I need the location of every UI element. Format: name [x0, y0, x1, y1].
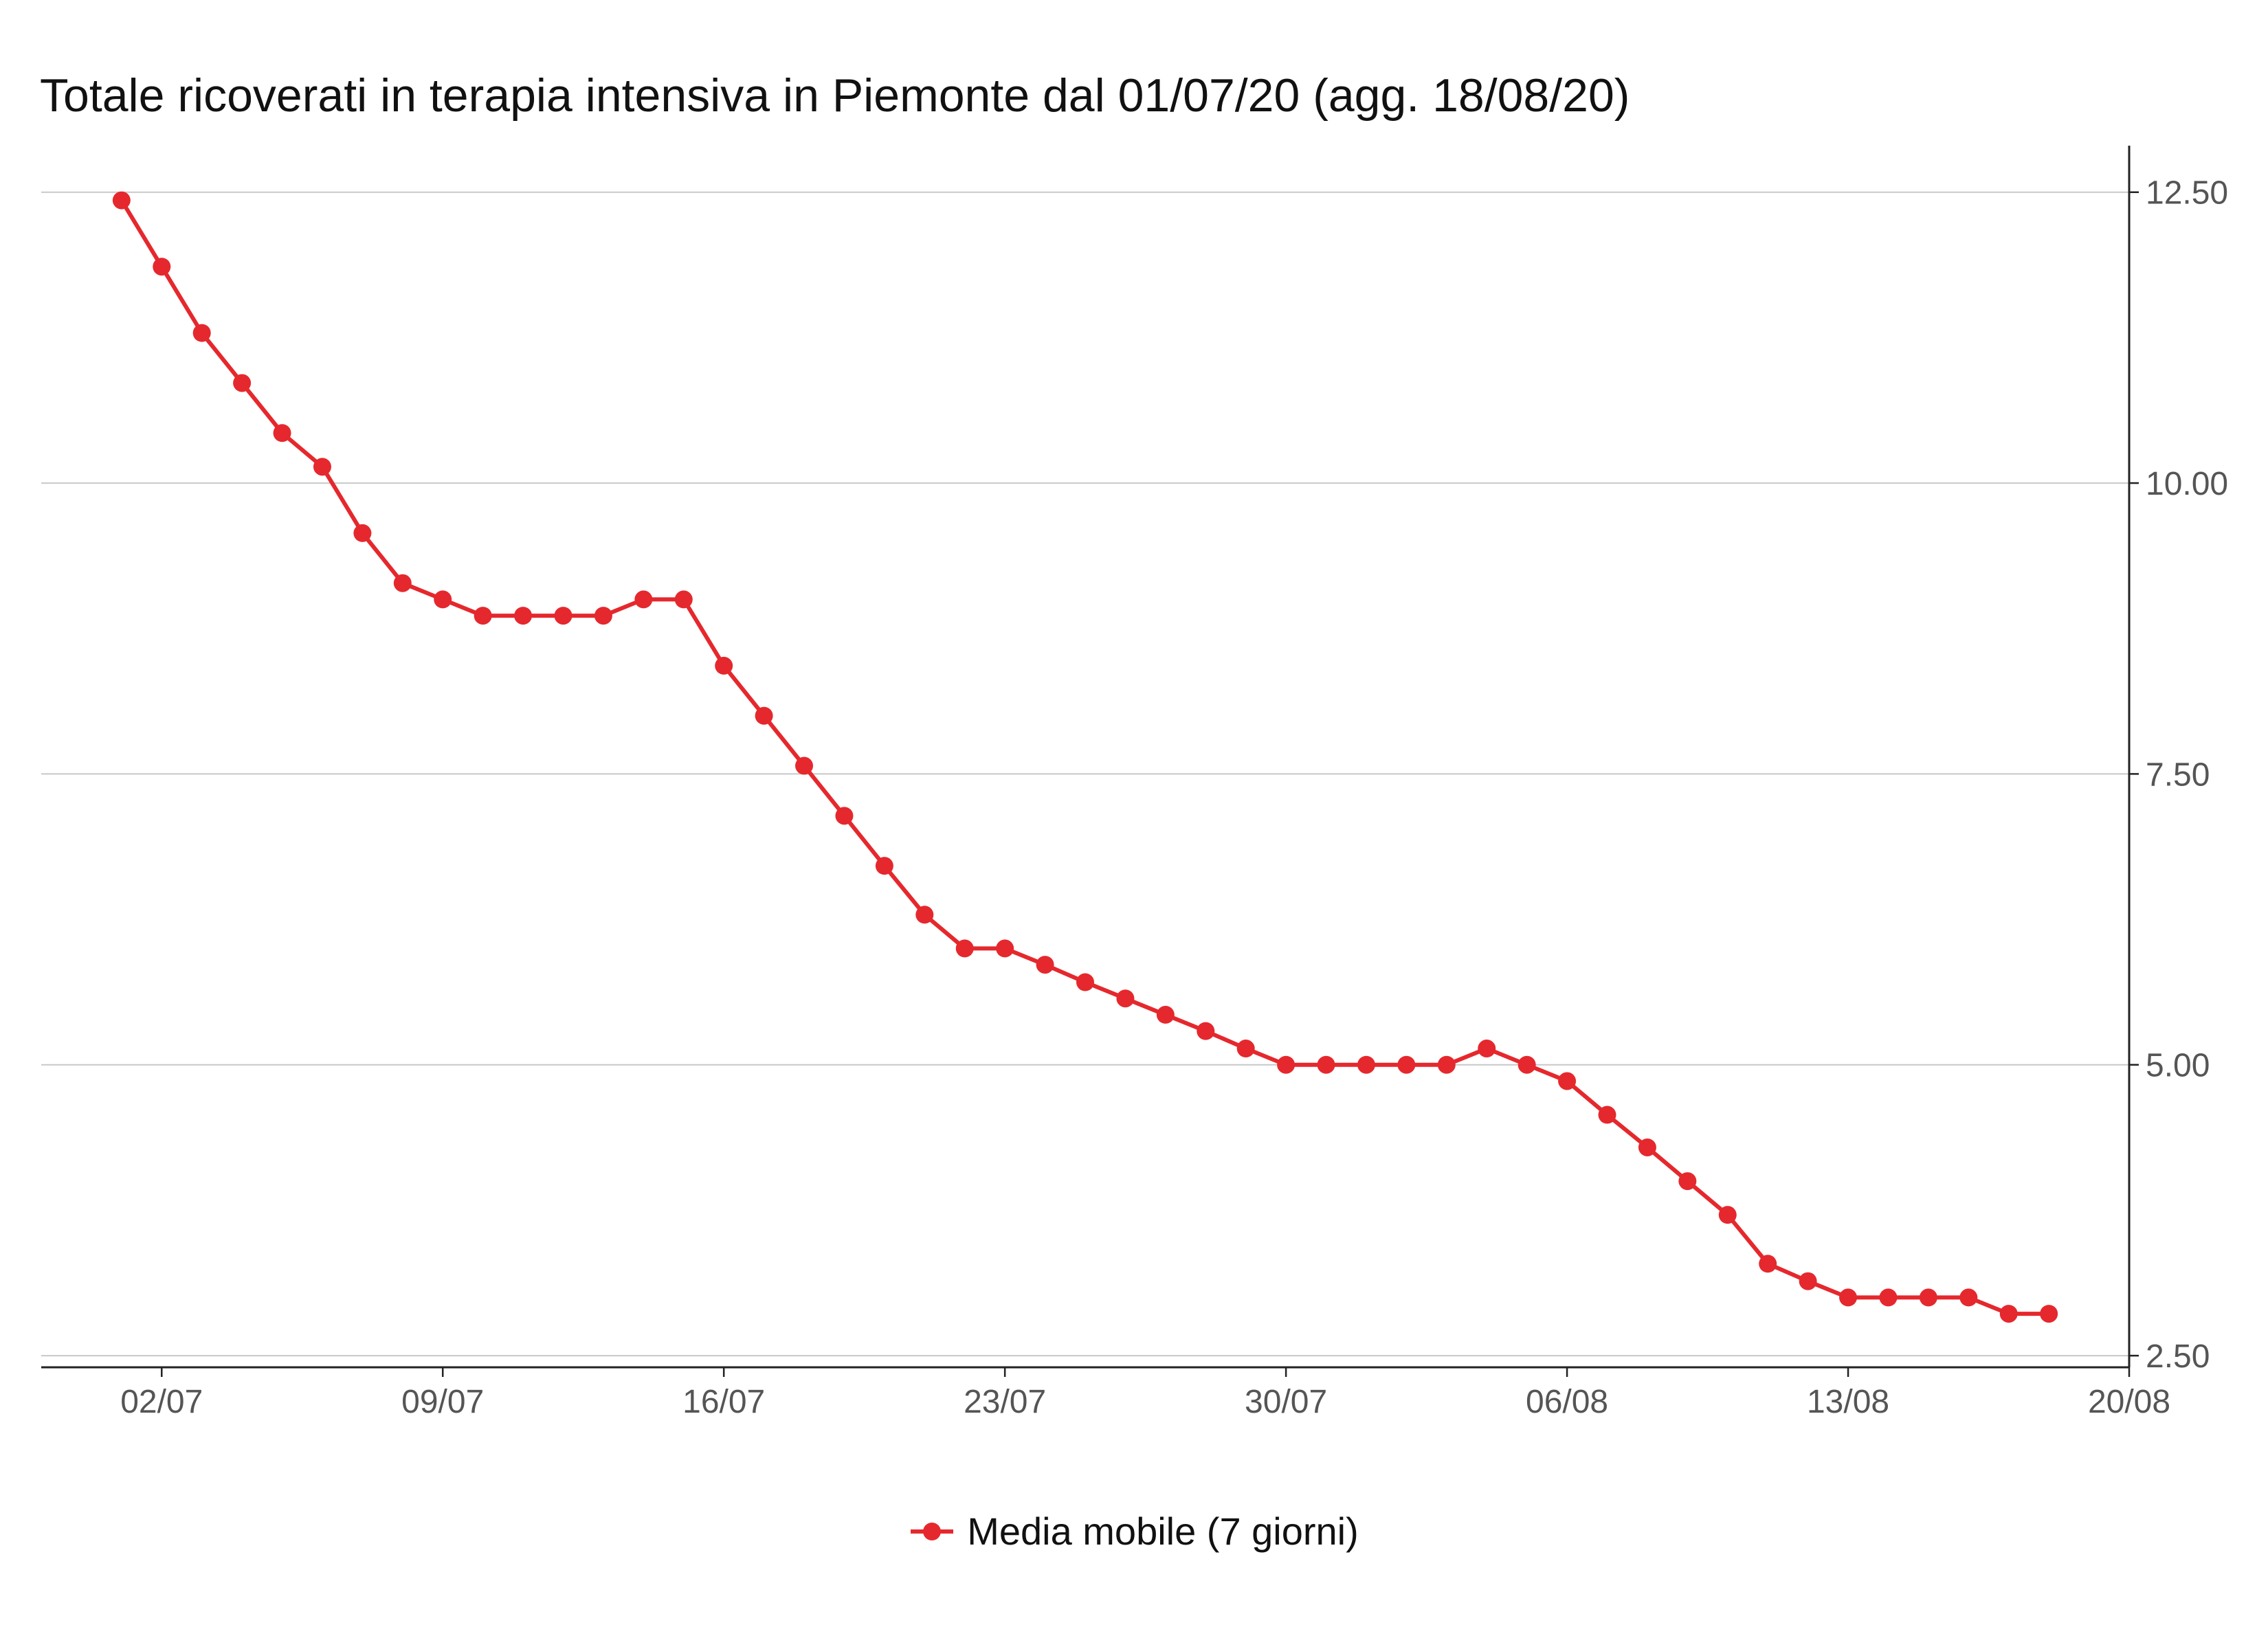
x-tick-label: 06/08 — [1526, 1384, 1608, 1420]
data-point[interactable] — [1036, 956, 1054, 974]
x-tick-label: 23/07 — [964, 1384, 1046, 1420]
data-point[interactable] — [353, 524, 372, 542]
data-point[interactable] — [474, 607, 492, 625]
series-line — [119, 198, 2052, 1316]
data-point[interactable] — [112, 191, 131, 210]
data-point[interactable] — [1839, 1288, 1858, 1307]
data-point[interactable] — [1076, 973, 1094, 991]
series-layer — [112, 191, 2058, 1323]
data-point[interactable] — [1598, 1106, 1616, 1124]
legend-line-marker-icon — [911, 1522, 954, 1540]
data-point[interactable] — [1517, 1055, 1536, 1074]
x-tick-label: 30/07 — [1245, 1384, 1327, 1420]
x-tick-label: 16/07 — [682, 1384, 765, 1420]
data-point[interactable] — [996, 939, 1014, 958]
data-point[interactable] — [955, 939, 974, 958]
chart-title: Totale ricoverati in terapia intensiva i… — [40, 69, 1630, 122]
x-tick-label: 09/07 — [401, 1384, 484, 1420]
data-point[interactable] — [1156, 1005, 1175, 1024]
data-point[interactable] — [1759, 1255, 1777, 1273]
data-point[interactable] — [1718, 1206, 1737, 1224]
data-point[interactable] — [1317, 1055, 1335, 1074]
data-point[interactable] — [1236, 1040, 1255, 1058]
data-point[interactable] — [192, 324, 211, 342]
data-point[interactable] — [1919, 1288, 1937, 1307]
data-point[interactable] — [1558, 1072, 1577, 1090]
x-tick-label: 02/07 — [120, 1384, 203, 1420]
y-tick-label: 2.50 — [2146, 1338, 2210, 1375]
data-point[interactable] — [1799, 1272, 1817, 1290]
data-point[interactable] — [1116, 989, 1135, 1008]
data-point[interactable] — [434, 590, 452, 609]
x-tick-label: 13/08 — [1807, 1384, 1889, 1420]
data-point[interactable] — [634, 590, 653, 609]
data-point[interactable] — [1277, 1055, 1296, 1074]
data-point[interactable] — [1357, 1055, 1375, 1074]
data-point[interactable] — [915, 906, 934, 924]
data-point[interactable] — [313, 458, 331, 476]
legend: Media mobile (7 giorni) — [0, 1509, 2268, 1553]
data-point[interactable] — [755, 706, 773, 725]
data-point[interactable] — [835, 807, 854, 825]
y-tick-label: 12.50 — [2146, 175, 2228, 212]
legend-label: Media mobile (7 giorni) — [967, 1510, 1359, 1553]
axes: 12.50 10.00 7.50 5.00 2.50 02/07 09/07 16/07 23/… — [41, 146, 2228, 1420]
data-point[interactable] — [554, 607, 572, 625]
y-tick-label: 7.50 — [2146, 756, 2210, 793]
data-point[interactable] — [674, 590, 693, 609]
data-point[interactable] — [514, 607, 533, 625]
gridlines — [41, 191, 2129, 1357]
legend-item[interactable]: Media mobile (7 giorni) — [909, 1509, 1359, 1553]
data-point[interactable] — [1397, 1055, 1416, 1074]
data-point[interactable] — [1959, 1288, 1978, 1307]
data-point[interactable] — [153, 258, 171, 276]
data-point[interactable] — [393, 574, 412, 592]
data-point[interactable] — [2040, 1305, 2058, 1323]
data-point[interactable] — [1197, 1022, 1215, 1040]
data-point[interactable] — [594, 607, 612, 625]
y-tick-label: 5.00 — [2146, 1048, 2210, 1084]
y-tick-label: 10.00 — [2146, 466, 2228, 502]
x-tick-label: 20/08 — [2088, 1384, 2170, 1420]
data-point[interactable] — [715, 656, 733, 675]
data-point[interactable] — [1879, 1288, 1898, 1307]
data-point[interactable] — [1437, 1055, 1456, 1074]
data-point[interactable] — [875, 857, 893, 875]
data-point[interactable] — [273, 424, 291, 442]
data-point[interactable] — [1999, 1305, 2018, 1323]
data-point[interactable] — [233, 374, 252, 392]
data-point[interactable] — [795, 756, 814, 775]
data-point[interactable] — [1678, 1172, 1697, 1191]
data-point[interactable] — [1478, 1040, 1496, 1058]
data-point[interactable] — [1638, 1138, 1656, 1156]
